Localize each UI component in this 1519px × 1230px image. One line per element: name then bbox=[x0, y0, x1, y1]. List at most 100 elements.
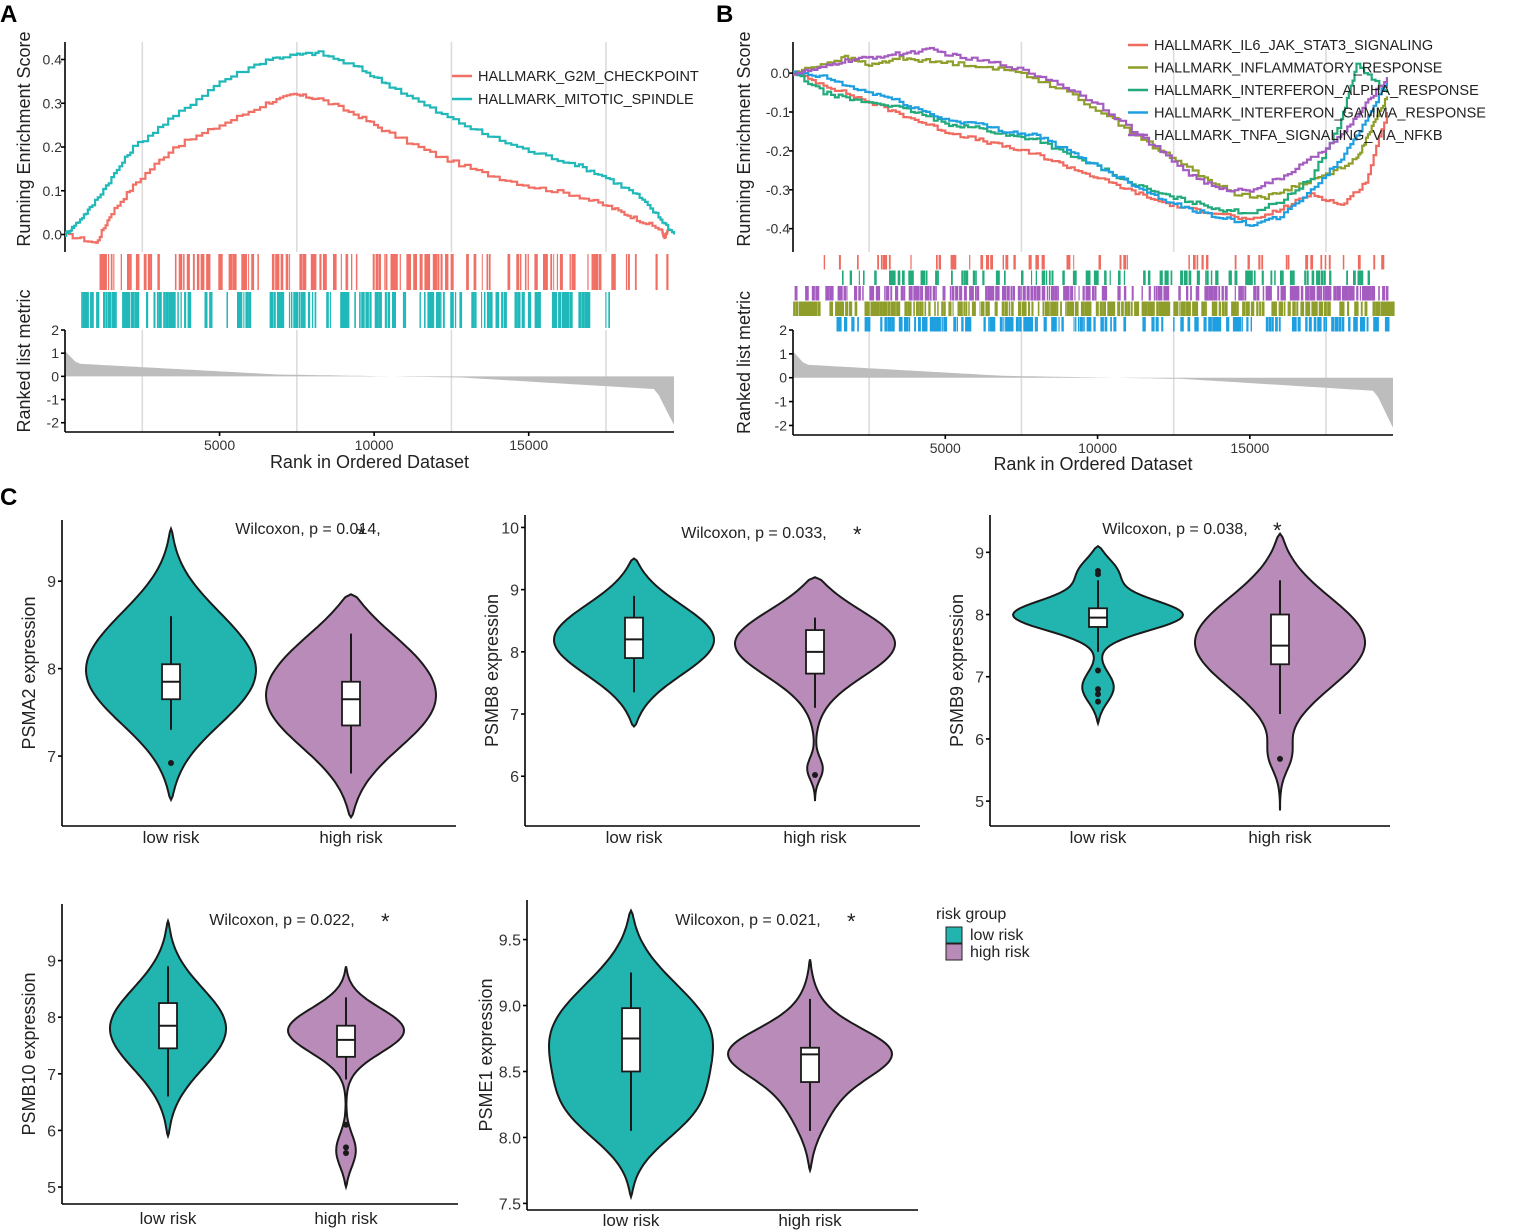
y-tick-label: 8 bbox=[47, 662, 56, 679]
hit-bar bbox=[558, 292, 561, 328]
hit-bar bbox=[206, 254, 210, 290]
hit-bar bbox=[521, 292, 525, 328]
hit-bar bbox=[1056, 301, 1059, 316]
x-category-label: high risk bbox=[314, 1209, 378, 1228]
hit-bar bbox=[228, 254, 230, 290]
hit-bar bbox=[811, 301, 814, 316]
es-y-tick-label: -0.4 bbox=[766, 221, 790, 237]
hit-bar bbox=[436, 254, 438, 290]
hit-bar bbox=[1237, 317, 1241, 332]
metric-y-tick-label: 0 bbox=[51, 368, 59, 384]
hit-bar bbox=[992, 317, 996, 332]
hit-bar bbox=[1271, 301, 1275, 316]
hit-bar bbox=[1341, 317, 1345, 332]
hit-bar bbox=[990, 255, 993, 270]
hit-bar bbox=[1086, 270, 1090, 285]
hit-bar bbox=[1232, 317, 1236, 332]
hit-bar bbox=[1019, 317, 1022, 332]
hit-bar bbox=[627, 254, 630, 290]
box-iqr bbox=[336, 1024, 356, 1058]
hit-bar bbox=[1152, 317, 1155, 332]
hit-bar bbox=[377, 292, 379, 328]
hit-bar bbox=[168, 292, 171, 328]
hit-bar bbox=[1050, 301, 1054, 316]
hit-bar bbox=[1053, 301, 1056, 316]
hit-bar bbox=[1076, 301, 1079, 316]
hit-bar bbox=[840, 301, 843, 316]
hit-bar bbox=[1108, 301, 1112, 316]
hit-bar bbox=[1005, 317, 1008, 332]
hit-bar bbox=[954, 317, 957, 332]
hit-bar bbox=[1360, 301, 1363, 316]
hit-bar bbox=[471, 292, 475, 328]
hit-bar bbox=[313, 254, 316, 290]
hit-bar bbox=[103, 292, 106, 328]
hit-bar bbox=[1236, 301, 1238, 316]
hit-bar bbox=[1123, 317, 1127, 332]
hit-bar bbox=[135, 292, 139, 328]
hit-bar bbox=[1005, 255, 1009, 270]
hit-bar bbox=[1194, 301, 1198, 316]
hit-bar bbox=[248, 254, 250, 290]
hit-bar bbox=[890, 270, 893, 285]
hit-bar bbox=[891, 317, 895, 332]
hit-bar bbox=[130, 292, 133, 328]
hit-bar bbox=[303, 254, 306, 290]
hit-bar bbox=[329, 292, 331, 328]
hit-bar bbox=[1093, 286, 1095, 301]
hit-bar bbox=[888, 255, 891, 270]
hit-bar bbox=[969, 255, 971, 270]
hit-bar bbox=[1188, 270, 1192, 285]
hit-bar bbox=[171, 292, 174, 328]
hit-bar bbox=[1109, 270, 1111, 285]
hit-bar bbox=[1341, 286, 1346, 301]
hit-bar bbox=[910, 255, 912, 270]
hit-bar bbox=[129, 254, 132, 290]
hit-bar bbox=[187, 292, 191, 328]
es-y-axis-title: Running Enrichment Score bbox=[734, 31, 754, 246]
box-iqr bbox=[800, 1046, 820, 1083]
hit-bar bbox=[86, 292, 89, 328]
metric-y-tick-label: 2 bbox=[51, 322, 59, 338]
hit-bar bbox=[1258, 301, 1260, 316]
hit-bar bbox=[96, 292, 100, 328]
hit-bar bbox=[1325, 317, 1328, 332]
hit-bar bbox=[1354, 301, 1356, 316]
hit-bar bbox=[1080, 317, 1083, 332]
hit-bar bbox=[965, 270, 968, 285]
hit-bar bbox=[613, 254, 616, 290]
hit-bar bbox=[1348, 317, 1351, 332]
hit-bar bbox=[871, 286, 874, 301]
hit-bar bbox=[909, 317, 911, 332]
hit-bar bbox=[180, 292, 182, 328]
hit-bar bbox=[845, 301, 848, 316]
hit-bar bbox=[927, 286, 930, 301]
hit-bar bbox=[866, 301, 870, 316]
hit-bar bbox=[1051, 286, 1055, 301]
hit-bar bbox=[1242, 301, 1246, 316]
hit-bar bbox=[1031, 270, 1033, 285]
hit-bar bbox=[1208, 286, 1211, 301]
hit-bar bbox=[889, 270, 892, 285]
hit-bar bbox=[424, 292, 426, 328]
hit-bar bbox=[355, 254, 358, 290]
hit-bar bbox=[1320, 270, 1324, 285]
hit-bar bbox=[1000, 317, 1003, 332]
hit-bar bbox=[983, 317, 986, 332]
hit-bar bbox=[887, 301, 890, 316]
hit-bar bbox=[451, 292, 454, 328]
hit-bar bbox=[1280, 270, 1283, 285]
hit-bar bbox=[178, 254, 180, 290]
hit-bar bbox=[166, 292, 168, 328]
hit-bar bbox=[1334, 286, 1337, 301]
hit-bar bbox=[1196, 255, 1199, 270]
legend-label: HALLMARK_TNFA_SIGNALING_VIA_NFKB bbox=[1154, 128, 1443, 144]
hit-bar bbox=[890, 286, 893, 301]
hit-bar bbox=[1296, 301, 1299, 316]
es-curve-hallmark-mitotic-spindle bbox=[65, 50, 676, 237]
hit-bar bbox=[1023, 301, 1026, 316]
hit-bar bbox=[1008, 301, 1011, 316]
hit-bar bbox=[870, 301, 873, 316]
hit-bar bbox=[898, 301, 901, 316]
hit-bar bbox=[955, 255, 957, 270]
